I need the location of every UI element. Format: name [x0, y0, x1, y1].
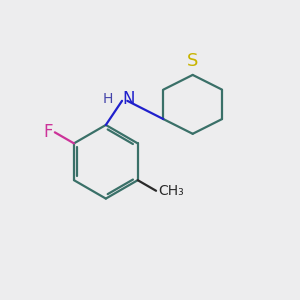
Text: F: F: [43, 123, 52, 141]
Text: CH₃: CH₃: [158, 184, 184, 198]
Text: H: H: [103, 92, 113, 106]
Text: S: S: [187, 52, 198, 70]
Text: N: N: [122, 90, 134, 108]
